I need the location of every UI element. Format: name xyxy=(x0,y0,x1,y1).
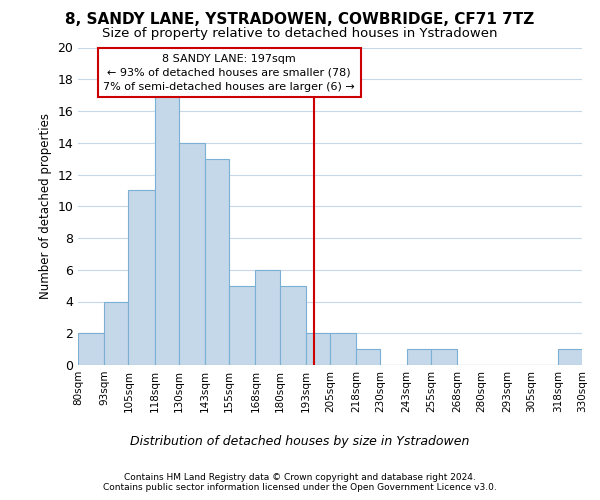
Y-axis label: Number of detached properties: Number of detached properties xyxy=(39,114,52,299)
Bar xyxy=(330,333,356,365)
Bar xyxy=(78,333,104,365)
Bar xyxy=(229,286,256,365)
Text: 8 SANDY LANE: 197sqm
← 93% of detached houses are smaller (78)
7% of semi-detach: 8 SANDY LANE: 197sqm ← 93% of detached h… xyxy=(103,54,355,92)
Text: Contains HM Land Registry data © Crown copyright and database right 2024.: Contains HM Land Registry data © Crown c… xyxy=(124,472,476,482)
Bar xyxy=(558,349,582,365)
Text: Size of property relative to detached houses in Ystradowen: Size of property relative to detached ho… xyxy=(102,28,498,40)
Bar xyxy=(256,270,280,365)
Bar xyxy=(155,95,179,365)
Text: 8, SANDY LANE, YSTRADOWEN, COWBRIDGE, CF71 7TZ: 8, SANDY LANE, YSTRADOWEN, COWBRIDGE, CF… xyxy=(65,12,535,28)
Bar xyxy=(280,286,306,365)
Text: Contains public sector information licensed under the Open Government Licence v3: Contains public sector information licen… xyxy=(103,484,497,492)
Bar xyxy=(104,302,128,365)
Bar xyxy=(407,349,431,365)
Bar xyxy=(128,190,155,365)
Bar xyxy=(431,349,457,365)
Text: Distribution of detached houses by size in Ystradowen: Distribution of detached houses by size … xyxy=(130,435,470,448)
Bar xyxy=(179,143,205,365)
Bar xyxy=(205,158,229,365)
Bar xyxy=(306,333,330,365)
Bar xyxy=(356,349,380,365)
